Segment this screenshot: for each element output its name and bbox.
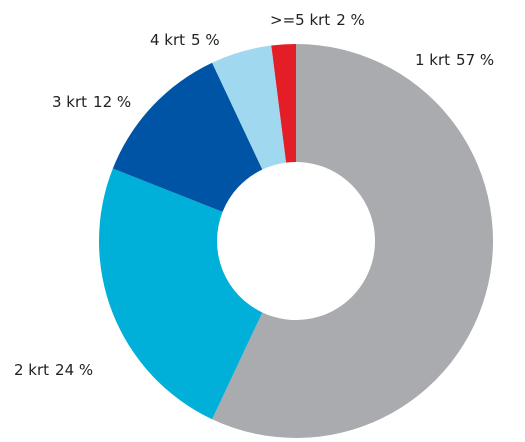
slice-label: 3 krt 12 % [52,93,131,111]
slice-category: 1 krt [415,51,450,69]
slice-label: 2 krt 24 % [14,361,93,379]
donut-slice [112,62,263,212]
donut-slice [98,168,263,420]
slice-category: 3 krt [52,93,87,111]
donut-slice [212,44,494,439]
slice-category: 4 krt [150,31,185,49]
slice-label: >=5 krt 2 % [270,11,365,29]
slice-category: >=5 krt [270,11,330,29]
slice-value: 12 % [93,93,131,111]
slice-label: 4 krt 5 % [150,31,220,49]
slice-label: 1 krt 57 % [415,51,494,69]
donut-slice [212,45,287,170]
slice-value: 24 % [55,361,93,379]
slice-value: 57 % [456,51,494,69]
slice-category: 2 krt [14,361,49,379]
slice-value: 2 % [336,11,365,29]
donut-slice [271,44,296,163]
slice-value: 5 % [191,31,220,49]
